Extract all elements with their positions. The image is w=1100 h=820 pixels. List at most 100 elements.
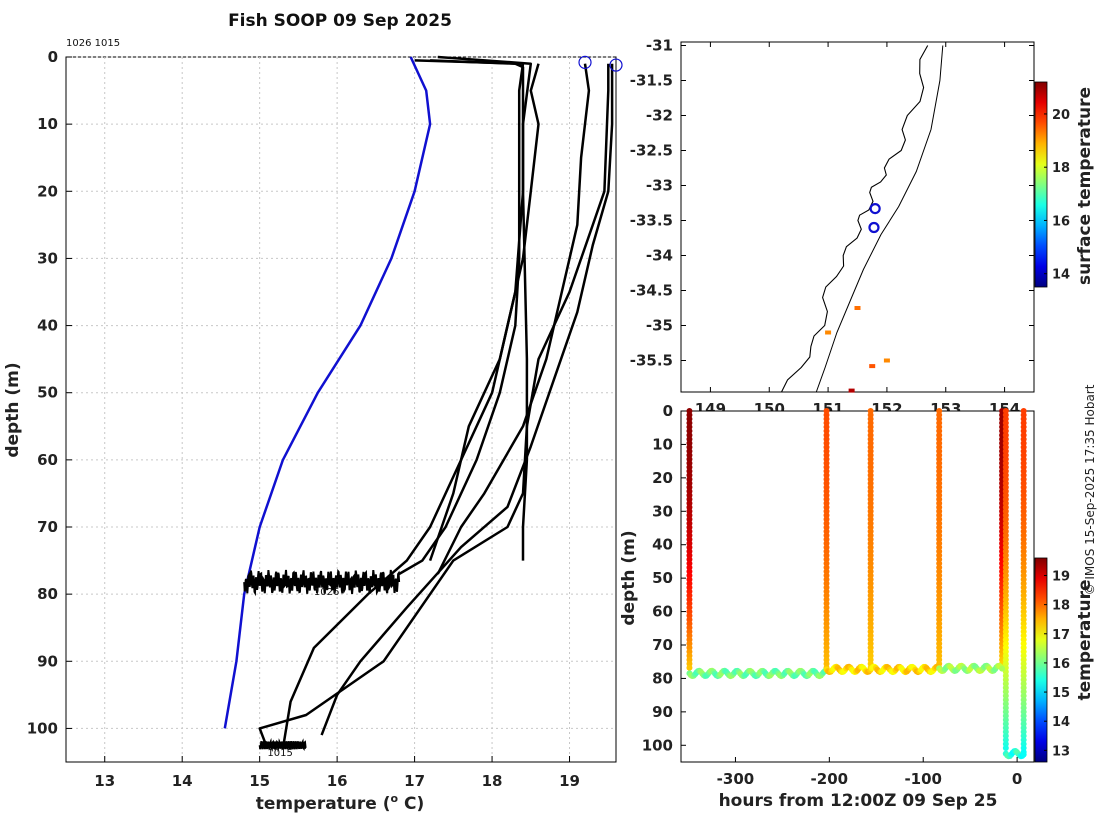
- map-colorbar-label: surface temperature: [1075, 87, 1095, 285]
- profile-sample-dot: [1002, 744, 1009, 751]
- map-plot-frame: [680, 41, 1035, 393]
- map-ytick-label: -32.5: [630, 142, 673, 160]
- sst-patch: [848, 388, 855, 393]
- profile-ytick-label: 50: [37, 384, 58, 402]
- map-ytick-label: -35: [646, 317, 673, 335]
- map-marker: [868, 221, 880, 234]
- sst-patch: [883, 358, 890, 363]
- profile-ytick-label: 90: [37, 652, 58, 670]
- time-ytick-label: 90: [652, 703, 673, 721]
- time-depth-colorbar: 13 14 15 16 17 18 19: [1034, 557, 1070, 763]
- map-ytick-label: -35.5: [630, 352, 673, 370]
- coastline: [781, 45, 929, 393]
- time-ytick-label: 40: [652, 536, 673, 554]
- profile-xlabel-sup: o: [391, 792, 399, 805]
- profile-plot-frame: [65, 56, 617, 763]
- profile-ytick-label: 60: [37, 451, 58, 469]
- time-xtick-label: 0: [1012, 770, 1022, 788]
- time-colorbar-bar: [1034, 557, 1048, 763]
- map-marker: [869, 203, 881, 215]
- profile-line: [428, 63, 540, 562]
- profile-xtick-label: 16: [327, 772, 348, 790]
- sst-patch: [854, 306, 861, 310]
- profile-trace-label: 1015: [267, 748, 292, 759]
- map-ytick-label: -34.5: [630, 282, 673, 300]
- time-depth-plot-frame: [680, 410, 1035, 763]
- profile-marker: [609, 58, 623, 72]
- profile-ytick-label: 20: [37, 182, 58, 200]
- time-depth-ylabel: depth (m): [619, 530, 639, 625]
- profile-ytick-label: 10: [37, 115, 58, 133]
- shelf-contour: [815, 45, 944, 393]
- profile-line: [320, 63, 614, 736]
- profile-series-group: 1026 1015: [223, 55, 623, 759]
- map-ytick-label: -31: [646, 37, 673, 55]
- time-ytick-label: 30: [652, 502, 673, 520]
- map-colorbar-label: 16: [1052, 214, 1070, 229]
- time-depth-colorbar-label: temperature: [1075, 579, 1095, 700]
- map-colorbar-label: 18: [1052, 161, 1070, 176]
- profile-ytick-label: 0: [48, 48, 58, 66]
- profile-bottom-band: [258, 737, 307, 753]
- tow-sample-dot: [999, 665, 1006, 672]
- profile-line: [281, 55, 533, 749]
- profile-tow-band: [243, 568, 401, 597]
- map-colorbar: 14 16 18 20: [1034, 81, 1070, 288]
- profile-ytick-label: 100: [27, 719, 58, 737]
- profile-xlabel: temperature (o C): [256, 792, 425, 814]
- map-colorbar-bar: [1034, 81, 1048, 288]
- profile-sample-dot: [686, 664, 693, 671]
- profile-ytick-label: 70: [37, 518, 58, 536]
- profile-top-labels: 1026 1015: [66, 38, 120, 49]
- profile-xtick-label: 17: [404, 772, 425, 790]
- profile-panel: 1026 1015 13 14 15 16 17 18 19 0 10 20 30 40 50 60 70 80…: [3, 38, 623, 814]
- profile-ytick-label: 80: [37, 585, 58, 603]
- time-ytick-label: 80: [652, 669, 673, 687]
- time-ytick-label: 60: [652, 603, 673, 621]
- climatology-line: [223, 56, 432, 729]
- time-xtick-label: -200: [811, 770, 849, 788]
- time-ytick-label: 50: [652, 569, 673, 587]
- time-colorbar-label: 17: [1052, 628, 1070, 643]
- map-ytick-label: -33.5: [630, 212, 673, 230]
- profile-xlabel-main: temperature (: [256, 794, 391, 814]
- time-colorbar-label: 19: [1052, 569, 1070, 584]
- time-colorbar-label: 16: [1052, 657, 1070, 672]
- profile-grid: [66, 56, 616, 762]
- map-colorbar-label: 20: [1052, 108, 1070, 123]
- profile-ylabel: depth (m): [3, 362, 23, 457]
- profile-xtick-label: 15: [249, 772, 270, 790]
- time-ytick-label: 0: [663, 402, 673, 420]
- time-xtick-label: -300: [717, 770, 755, 788]
- map-ytick-label: -33: [646, 177, 673, 195]
- time-colorbar-label: 18: [1052, 599, 1070, 614]
- time-depth-ticks: -300 -200 -100 0 0 10 20 30 40 50 60 70 80 90 100: [642, 402, 1023, 788]
- credit-text: © IMOS 15-Sep-2025 17:35 Hobart: [1083, 384, 1097, 595]
- profile-xlabel-end: C): [398, 794, 424, 814]
- map-colorbar-label: 14: [1052, 268, 1070, 283]
- sst-patch: [825, 330, 832, 335]
- profile-xtick-label: 19: [559, 772, 580, 790]
- map-content: [781, 45, 944, 393]
- sst-patch: [869, 364, 876, 369]
- time-ytick-label: 20: [652, 469, 673, 487]
- profile-xtick-label: 14: [172, 772, 193, 790]
- profile-ticks: 13 14 15 16 17 18 19 0 10 20 30 40 50 60 70 80 90 100: [27, 48, 580, 790]
- time-ytick-label: 100: [642, 736, 673, 754]
- profile-trace-label: 1026: [314, 587, 339, 598]
- time-depth-xlabel: hours from 12:00Z 09 Sep 25: [719, 791, 998, 811]
- time-colorbar-label: 13: [1052, 744, 1070, 759]
- time-xtick-label: -100: [904, 770, 942, 788]
- map-panel: -31 -31.5 -32 -32.5 -33 -33.5 -34 -34.5 -35 -35.5…: [630, 37, 1095, 419]
- tow-sample-dot: [1020, 751, 1027, 758]
- map-ytick-label: -32: [646, 107, 673, 125]
- time-depth-panel: -300 -200 -100 0 0 10 20 30 40 50 60 70 80 90 100 13 14…: [619, 402, 1095, 811]
- time-ytick-label: 10: [652, 435, 673, 453]
- profile-xtick-label: 13: [94, 772, 115, 790]
- profile-line: [398, 59, 525, 576]
- time-colorbar-label: 15: [1052, 686, 1070, 701]
- profile-ytick-label: 30: [37, 249, 58, 267]
- figure-title: Fish SOOP 09 Sep 2025: [228, 11, 452, 31]
- profile-ytick-label: 40: [37, 317, 58, 335]
